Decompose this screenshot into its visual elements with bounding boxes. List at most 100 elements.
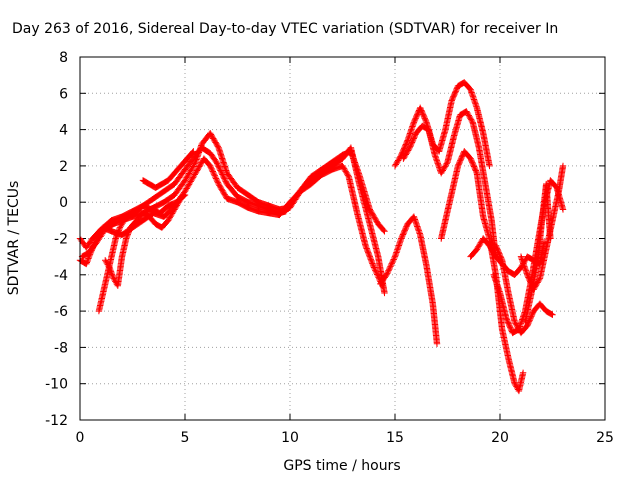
data-point — [511, 318, 518, 326]
data-point — [477, 239, 485, 246]
data-point — [177, 195, 184, 202]
data-point — [185, 182, 192, 189]
data-point — [507, 324, 514, 331]
data-point — [220, 174, 227, 181]
data-point — [194, 166, 201, 173]
data-point — [412, 113, 420, 121]
y-tick-label: -10 — [45, 377, 68, 393]
data-point — [524, 322, 531, 329]
data-point — [494, 247, 502, 255]
data-point — [384, 268, 392, 276]
data-point — [208, 132, 215, 140]
data-point — [387, 261, 395, 269]
data-point — [382, 272, 389, 280]
data-point — [166, 214, 173, 221]
data-point — [168, 211, 175, 219]
data-point — [86, 251, 94, 258]
data-point — [529, 310, 536, 317]
data-point — [402, 151, 409, 158]
data-point — [369, 211, 377, 218]
data-point — [84, 256, 92, 264]
data-point — [84, 257, 91, 265]
data-point — [394, 157, 402, 164]
data-point — [116, 225, 123, 233]
data-point — [402, 224, 410, 232]
data-point — [398, 233, 406, 241]
data-series — [139, 148, 197, 191]
data-point — [208, 165, 215, 172]
data-point — [114, 229, 121, 237]
data-point — [492, 242, 499, 249]
data-point — [340, 164, 347, 171]
data-point — [400, 146, 407, 153]
data-point — [91, 239, 99, 246]
data-point — [171, 206, 178, 213]
data-point — [467, 115, 474, 122]
data-point — [372, 267, 379, 274]
data-point — [211, 172, 218, 179]
data-point — [383, 271, 390, 278]
data-point — [370, 264, 378, 271]
data-point — [188, 176, 195, 184]
data-point — [220, 190, 228, 197]
data-point — [93, 236, 100, 244]
axis-ticks: 0 5 10 15 20 25 -12 -10 -8 -6 -4 -2 0 2 4 6 8 — [45, 50, 614, 446]
chart-title: Day 263 of 2016, Sidereal Day-to-day VTE… — [12, 21, 558, 37]
data-point — [404, 148, 411, 156]
data-point — [413, 112, 420, 119]
data-point — [165, 215, 173, 223]
data-point — [371, 215, 379, 222]
data-point — [400, 228, 408, 236]
data-point — [188, 166, 195, 173]
data-point — [505, 321, 513, 329]
data-point — [439, 167, 446, 174]
data-point — [401, 143, 408, 151]
data-point — [196, 162, 204, 169]
data-point — [106, 265, 114, 273]
data-point — [548, 311, 555, 318]
data-point — [172, 203, 180, 210]
data-point — [389, 259, 396, 266]
data-point — [469, 160, 477, 168]
data-point — [219, 187, 226, 194]
data-series — [95, 191, 189, 315]
data-point — [473, 168, 480, 176]
data-point — [366, 206, 373, 213]
data-point — [471, 166, 479, 173]
data-point — [207, 164, 215, 171]
data-point — [216, 183, 224, 190]
data-point — [503, 316, 511, 323]
x-tick-label: 20 — [491, 430, 509, 446]
data-point — [212, 175, 220, 182]
data-point — [343, 169, 350, 176]
data-point — [418, 107, 425, 114]
data-point — [187, 167, 194, 174]
data-point — [372, 216, 380, 224]
data-point — [466, 113, 473, 121]
data-point — [368, 208, 375, 216]
data-point — [192, 169, 199, 177]
data-point — [463, 109, 471, 117]
data-point — [180, 192, 188, 199]
data-point — [89, 244, 96, 251]
data-points — [76, 79, 567, 395]
data-point — [367, 207, 374, 214]
y-tick-label: -12 — [45, 413, 68, 429]
data-point — [189, 174, 197, 181]
data-point — [184, 173, 191, 180]
data-point — [398, 235, 405, 242]
data-point — [525, 274, 532, 281]
data-point — [165, 217, 172, 224]
data-point — [381, 289, 388, 297]
data-point — [198, 159, 205, 166]
data-point — [373, 269, 380, 277]
data-point — [453, 86, 460, 94]
data-point — [507, 325, 515, 333]
data-point — [218, 186, 225, 193]
data-point — [95, 232, 102, 239]
data-point — [190, 172, 198, 180]
data-point — [185, 171, 192, 179]
data-point — [417, 105, 424, 113]
data-point — [372, 268, 380, 275]
data-point — [506, 323, 513, 330]
